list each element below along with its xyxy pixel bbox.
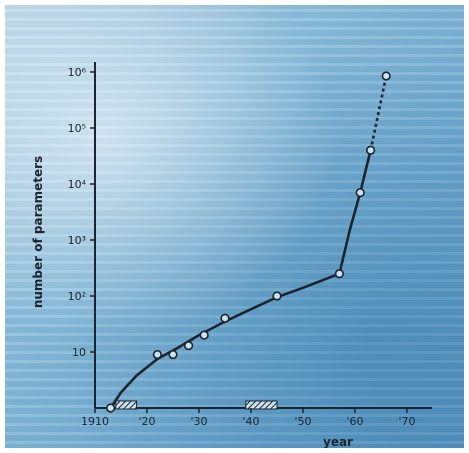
data-point-3 <box>184 341 194 351</box>
hatched-periods <box>115 400 278 410</box>
y-axis-title: number of parameters <box>31 156 45 308</box>
data-points <box>105 71 391 413</box>
y-tick-label-3: 10⁴ <box>68 178 87 191</box>
x-ticks: 1910 '20 '30 '40 '50 '60 '70 <box>81 408 416 428</box>
x-tick-label-5: '60 <box>346 415 363 428</box>
axes <box>94 62 432 409</box>
y-ticks: 10 10² 10³ 10⁴ 10⁵ 10⁶ <box>68 66 95 359</box>
series-line-dashed <box>369 75 388 151</box>
data-point-0 <box>105 403 116 413</box>
series-line-solid <box>109 149 372 410</box>
x-tick-label-4: '50 <box>294 415 311 428</box>
x-tick-label-3: '40 <box>242 415 259 428</box>
y-tick-label-4: 10⁵ <box>68 122 86 135</box>
data-point-7 <box>334 269 345 279</box>
data-point-5 <box>220 313 230 323</box>
x-tick-label-1: '20 <box>138 415 155 428</box>
data-point-10 <box>381 71 391 81</box>
data-point-2 <box>168 349 178 360</box>
data-point-6 <box>272 291 282 301</box>
data-point-9 <box>366 145 376 155</box>
data-point-8 <box>355 188 365 198</box>
x-tick-label-2: '30 <box>190 415 207 428</box>
x-tick-label-0: 1910 <box>81 415 109 428</box>
y-tick-label-1: 10² <box>68 290 86 303</box>
data-point-1 <box>152 349 162 360</box>
hatched-period-1 <box>245 400 278 410</box>
y-tick-label-0: 10 <box>72 346 86 359</box>
hatched-period-0 <box>115 400 138 410</box>
x-tick-label-6: '70 <box>398 415 415 428</box>
y-tick-label-2: 10³ <box>68 234 86 247</box>
y-tick-label-5: 10⁶ <box>68 66 87 79</box>
curve <box>109 75 388 410</box>
data-point-4 <box>199 330 209 340</box>
x-axis-title: year <box>323 435 353 449</box>
